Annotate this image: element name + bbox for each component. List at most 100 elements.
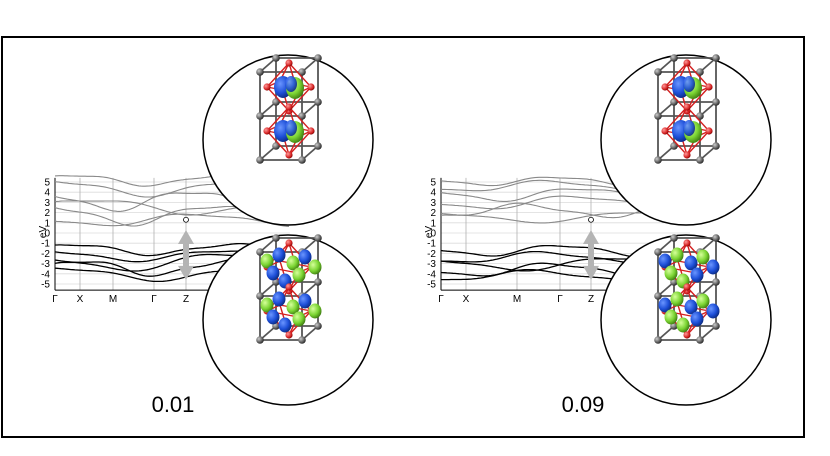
- cation-lobe: [285, 120, 297, 136]
- orbital-lobe: [286, 299, 300, 315]
- cation-lobe: [278, 317, 292, 333]
- k-point-label: Γ: [52, 294, 58, 305]
- orbital-lobe: [260, 253, 274, 269]
- oxygen-atom: [705, 127, 713, 135]
- orbital-lobe: [664, 265, 678, 281]
- vbm-orbital-inset-left: [202, 234, 374, 406]
- octahedron-edge: [686, 62, 710, 88]
- oxygen-atom: [661, 83, 669, 91]
- lattice-atom: [298, 336, 306, 344]
- panel-value-left: 0.01: [152, 392, 195, 417]
- cation-lobe: [706, 259, 720, 275]
- y-tick-label: 1: [430, 218, 436, 229]
- orbital-lobe: [670, 247, 684, 263]
- octahedron-edge: [266, 106, 290, 132]
- cation-lobe: [658, 253, 672, 269]
- y-tick-label: 0: [430, 229, 436, 240]
- lattice-atom: [272, 234, 280, 242]
- y-tick-label: 4: [430, 188, 436, 199]
- arrow-head-down: [178, 265, 194, 280]
- y-tick-label: 4: [44, 188, 50, 199]
- lattice-atom: [696, 336, 704, 344]
- octahedron-edge: [664, 86, 688, 112]
- lattice-atom: [272, 142, 280, 150]
- lattice-atom: [256, 292, 264, 300]
- lattice-atom: [256, 112, 264, 120]
- cation-lobe: [706, 303, 720, 319]
- lattice-atom: [670, 234, 678, 242]
- lattice-atom: [314, 234, 322, 242]
- cbm-orbital-inset-right: [600, 54, 772, 226]
- y-tick-label: 1: [44, 218, 50, 229]
- lattice-atom: [670, 98, 678, 106]
- lattice-atom: [670, 54, 678, 62]
- y-tick-label: 2: [44, 208, 50, 219]
- lattice-atom: [256, 156, 264, 164]
- lattice-atom: [712, 142, 720, 150]
- cbm-marker: [183, 216, 189, 223]
- k-point-label: Γ: [557, 294, 563, 305]
- lattice-atom: [654, 68, 662, 76]
- y-tick-label: -2: [41, 249, 50, 260]
- y-tick-label: -1: [427, 239, 436, 250]
- oxygen-atom: [705, 83, 713, 91]
- oxygen-atom: [683, 103, 691, 111]
- cation-lobe: [658, 297, 672, 313]
- lattice-atom: [712, 234, 720, 242]
- lattice-atom: [696, 112, 704, 120]
- cation-lobe: [266, 265, 280, 281]
- oxygen-atom: [683, 283, 691, 291]
- octahedra: [661, 59, 713, 159]
- orbital-lobe: [670, 291, 684, 307]
- y-tick-label: -2: [427, 249, 436, 260]
- cation-lobe: [690, 311, 704, 327]
- orbital-lobe: [308, 259, 322, 275]
- k-point-label: Γ: [151, 294, 157, 305]
- cation-lobe: [683, 76, 695, 92]
- cation-lobe: [684, 255, 698, 271]
- oxygen-atom: [285, 239, 293, 247]
- k-point-label: M: [109, 294, 117, 305]
- lattice-atom: [712, 322, 720, 330]
- cation-lobe: [298, 293, 312, 309]
- y-tick-label: 2: [430, 208, 436, 219]
- cbm-orbital-inset-left: [202, 54, 374, 226]
- oxygen-atom: [285, 331, 293, 339]
- octahedra: [263, 59, 315, 159]
- lattice-atom: [298, 112, 306, 120]
- y-tick-label: -5: [427, 280, 436, 291]
- oxygen-atom: [307, 127, 315, 135]
- y-tick-label: 5: [44, 178, 50, 189]
- octahedron-edge: [664, 62, 688, 88]
- y-tick-label: -4: [427, 269, 436, 280]
- transition-arrow-right: [583, 216, 599, 280]
- cation-lobe: [272, 247, 286, 263]
- lattice-atom: [314, 142, 322, 150]
- oxygen-atom: [683, 151, 691, 159]
- transition-arrow-left: [178, 216, 194, 280]
- orbital-lobe: [676, 317, 690, 333]
- k-point-label: Γ: [438, 294, 444, 305]
- orbital-lobe: [696, 249, 710, 265]
- k-point-label: Z: [183, 294, 189, 305]
- lattice-atom: [256, 248, 264, 256]
- lattice-atom: [272, 98, 280, 106]
- orbital-lobe: [260, 297, 274, 313]
- orbital-lobe: [664, 309, 678, 325]
- lattice-atom: [696, 156, 704, 164]
- orbital-lobe: [286, 255, 300, 271]
- lattice-atom: [314, 278, 322, 286]
- cation-lobe: [266, 309, 280, 325]
- y-tick-label: 0: [44, 229, 50, 240]
- oxygen-atom: [683, 59, 691, 67]
- oxygen-atom: [285, 59, 293, 67]
- lattice-atom: [712, 278, 720, 286]
- y-tick-label: -4: [41, 269, 50, 280]
- y-tick-label: -3: [41, 259, 50, 270]
- lattice-atom: [654, 156, 662, 164]
- cbm-marker: [588, 216, 594, 223]
- cation-lobe: [298, 249, 312, 265]
- octahedron-edge: [266, 86, 290, 112]
- oxygen-atom: [285, 283, 293, 291]
- lattice-atom: [670, 142, 678, 150]
